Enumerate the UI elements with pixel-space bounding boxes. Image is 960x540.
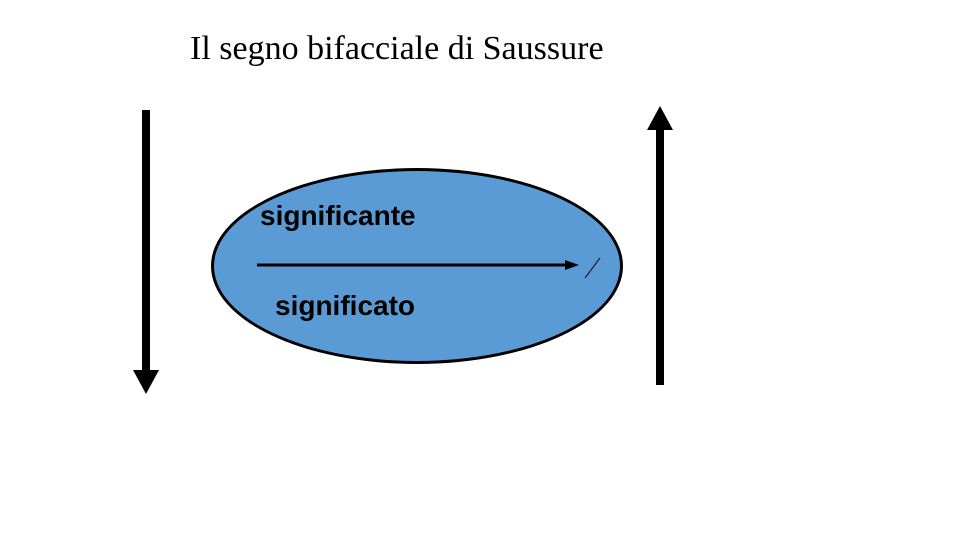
arrow-right-icon [565,260,579,270]
tick-mark [585,258,600,278]
arrows-overlay [0,0,960,540]
arrow-down-icon [133,370,159,394]
diagram-stage: Il segno bifacciale di Saussure signific… [0,0,960,540]
arrow-up-icon [647,106,673,130]
